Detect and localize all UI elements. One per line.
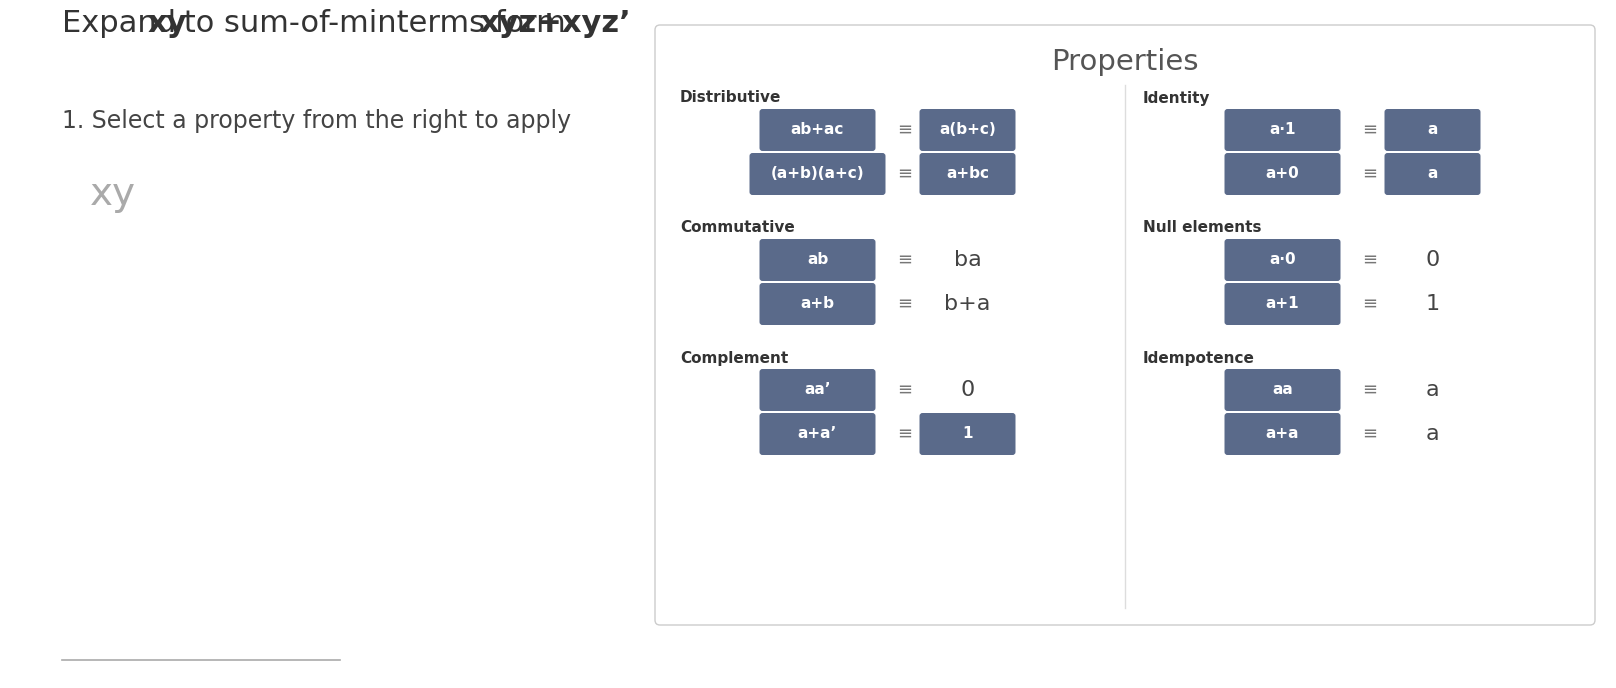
- Text: Identity: Identity: [1143, 91, 1210, 105]
- FancyBboxPatch shape: [654, 25, 1595, 625]
- Text: b+a: b+a: [944, 294, 991, 314]
- Text: ≡: ≡: [897, 381, 911, 399]
- Text: 1. Select a property from the right to apply: 1. Select a property from the right to a…: [61, 109, 570, 133]
- Text: a+a’: a+a’: [798, 427, 837, 442]
- FancyBboxPatch shape: [1225, 109, 1341, 151]
- Text: a+1: a+1: [1265, 297, 1299, 312]
- FancyBboxPatch shape: [1225, 413, 1341, 455]
- Text: Expand: Expand: [61, 9, 186, 38]
- Text: a+b: a+b: [800, 297, 834, 312]
- Text: Complement: Complement: [680, 350, 789, 365]
- Text: Commutative: Commutative: [680, 220, 795, 235]
- FancyBboxPatch shape: [1225, 153, 1341, 195]
- Text: ≡: ≡: [897, 295, 911, 313]
- FancyBboxPatch shape: [920, 109, 1015, 151]
- FancyBboxPatch shape: [760, 239, 876, 281]
- Text: 1: 1: [1425, 294, 1440, 314]
- Text: a: a: [1427, 166, 1438, 182]
- Text: a+a: a+a: [1265, 427, 1299, 442]
- Text: xy: xy: [147, 9, 187, 38]
- Text: ≡: ≡: [897, 425, 911, 443]
- Text: Distributive: Distributive: [680, 91, 782, 105]
- FancyBboxPatch shape: [1225, 369, 1341, 411]
- FancyBboxPatch shape: [750, 153, 886, 195]
- Text: ≡: ≡: [1362, 165, 1377, 183]
- Text: ba: ba: [953, 250, 981, 270]
- Text: ab+ac: ab+ac: [790, 122, 844, 138]
- Text: Properties: Properties: [1052, 48, 1199, 76]
- Text: 1: 1: [962, 427, 973, 442]
- Text: a: a: [1425, 424, 1440, 444]
- FancyBboxPatch shape: [1385, 109, 1480, 151]
- FancyBboxPatch shape: [1225, 283, 1341, 325]
- Text: a+0: a+0: [1265, 166, 1299, 182]
- Text: 0: 0: [960, 380, 974, 400]
- Text: Null elements: Null elements: [1143, 220, 1262, 235]
- Text: (a+b)(a+c): (a+b)(a+c): [771, 166, 865, 182]
- Text: aa’: aa’: [805, 383, 831, 398]
- Text: a: a: [1425, 380, 1440, 400]
- Text: ≡: ≡: [1362, 251, 1377, 269]
- Text: ≡: ≡: [897, 121, 911, 139]
- Text: xy: xy: [90, 175, 136, 213]
- Text: a(b+c): a(b+c): [939, 122, 995, 138]
- Text: ≡: ≡: [897, 165, 911, 183]
- Text: ab: ab: [806, 252, 827, 268]
- FancyBboxPatch shape: [920, 153, 1015, 195]
- Text: a·1: a·1: [1269, 122, 1296, 138]
- FancyBboxPatch shape: [920, 413, 1015, 455]
- Text: Idempotence: Idempotence: [1143, 350, 1256, 365]
- Text: aa: aa: [1272, 383, 1293, 398]
- Text: ≡: ≡: [1362, 425, 1377, 443]
- Text: to sum-of-minterms form: to sum-of-minterms form: [175, 9, 575, 38]
- Text: ≡: ≡: [1362, 381, 1377, 399]
- FancyBboxPatch shape: [760, 369, 876, 411]
- FancyBboxPatch shape: [760, 413, 876, 455]
- FancyBboxPatch shape: [1385, 153, 1480, 195]
- Text: 0: 0: [1425, 250, 1440, 270]
- FancyBboxPatch shape: [1225, 239, 1341, 281]
- Text: a+bc: a+bc: [945, 166, 989, 182]
- Text: ≡: ≡: [1362, 121, 1377, 139]
- Text: ≡: ≡: [1362, 295, 1377, 313]
- FancyBboxPatch shape: [760, 283, 876, 325]
- FancyBboxPatch shape: [760, 109, 876, 151]
- Text: a: a: [1427, 122, 1438, 138]
- Text: ≡: ≡: [897, 251, 911, 269]
- Text: a·0: a·0: [1269, 252, 1296, 268]
- Text: xyz+xyz’: xyz+xyz’: [480, 9, 632, 38]
